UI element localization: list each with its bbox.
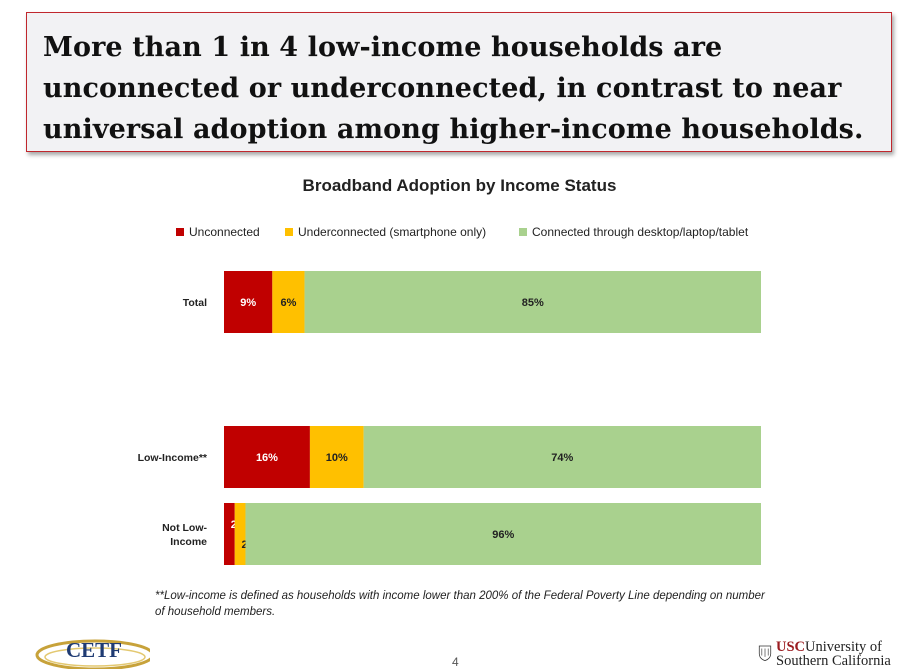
data-label-total-underconnected: 6% (280, 297, 296, 309)
legend-label-unconnected: Unconnected (189, 225, 260, 239)
page-number: 4 (452, 655, 459, 669)
headline: More than 1 in 4 low-income households a… (43, 32, 864, 145)
category-label-low-income: Low-Income** (138, 452, 208, 464)
legend-swatch-connected (519, 228, 527, 236)
bar-not-low-income-connected (245, 503, 762, 565)
legend-item-unconnected: Unconnected (176, 225, 260, 239)
legend-label-connected: Connected through desktop/laptop/tablet (532, 225, 749, 239)
bar-total-underconnected (272, 271, 305, 333)
bar-low-income-underconnected (309, 426, 364, 488)
usc-logo: USCUniversity of Southern California (758, 640, 919, 669)
data-label-not-low-income-connected: 96% (492, 529, 514, 541)
bar-low-income-unconnected (224, 426, 310, 488)
usc-abbrev: USC (776, 639, 806, 655)
headline-box: More than 1 in 4 low-income households a… (26, 12, 892, 152)
bar-total-unconnected (224, 271, 273, 333)
data-label-low-income-connected: 74% (551, 452, 573, 464)
usc-logo-text: USCUniversity of Southern California (776, 639, 919, 669)
data-label-low-income-unconnected: 16% (256, 452, 278, 464)
legend-swatch-unconnected (176, 228, 184, 236)
bar-not-low-income-underconnected (234, 503, 246, 565)
category-label-not-low-income: Not Low-Income (162, 522, 207, 548)
category-label-total: Total (183, 297, 207, 309)
cetf-logo-text: CETF (66, 638, 122, 662)
bar-not-low-income-unconnected (224, 503, 235, 565)
chart-legend: Unconnected Underconnected (smartphone o… (0, 225, 919, 243)
data-label-total-unconnected: 9% (240, 297, 256, 309)
data-label-total-connected: 85% (522, 297, 544, 309)
footnote: **Low-income is defined as households wi… (155, 590, 765, 618)
legend-label-underconnected: Underconnected (smartphone only) (298, 225, 487, 239)
data-label-low-income-underconnected: 10% (326, 452, 348, 464)
usc-seal-icon (758, 645, 772, 662)
bar-total-connected (304, 271, 761, 333)
legend-swatch-underconnected (285, 228, 293, 236)
cetf-logo: CETF (35, 638, 150, 669)
bar-low-income-connected (363, 426, 761, 488)
chart-title: Broadband Adoption by Income Status (302, 176, 617, 195)
legend-item-underconnected: Underconnected (smartphone only) (285, 225, 486, 239)
legend-item-connected: Connected through desktop/laptop/tablet (519, 225, 748, 239)
usc-name: University of Southern California (776, 639, 891, 669)
